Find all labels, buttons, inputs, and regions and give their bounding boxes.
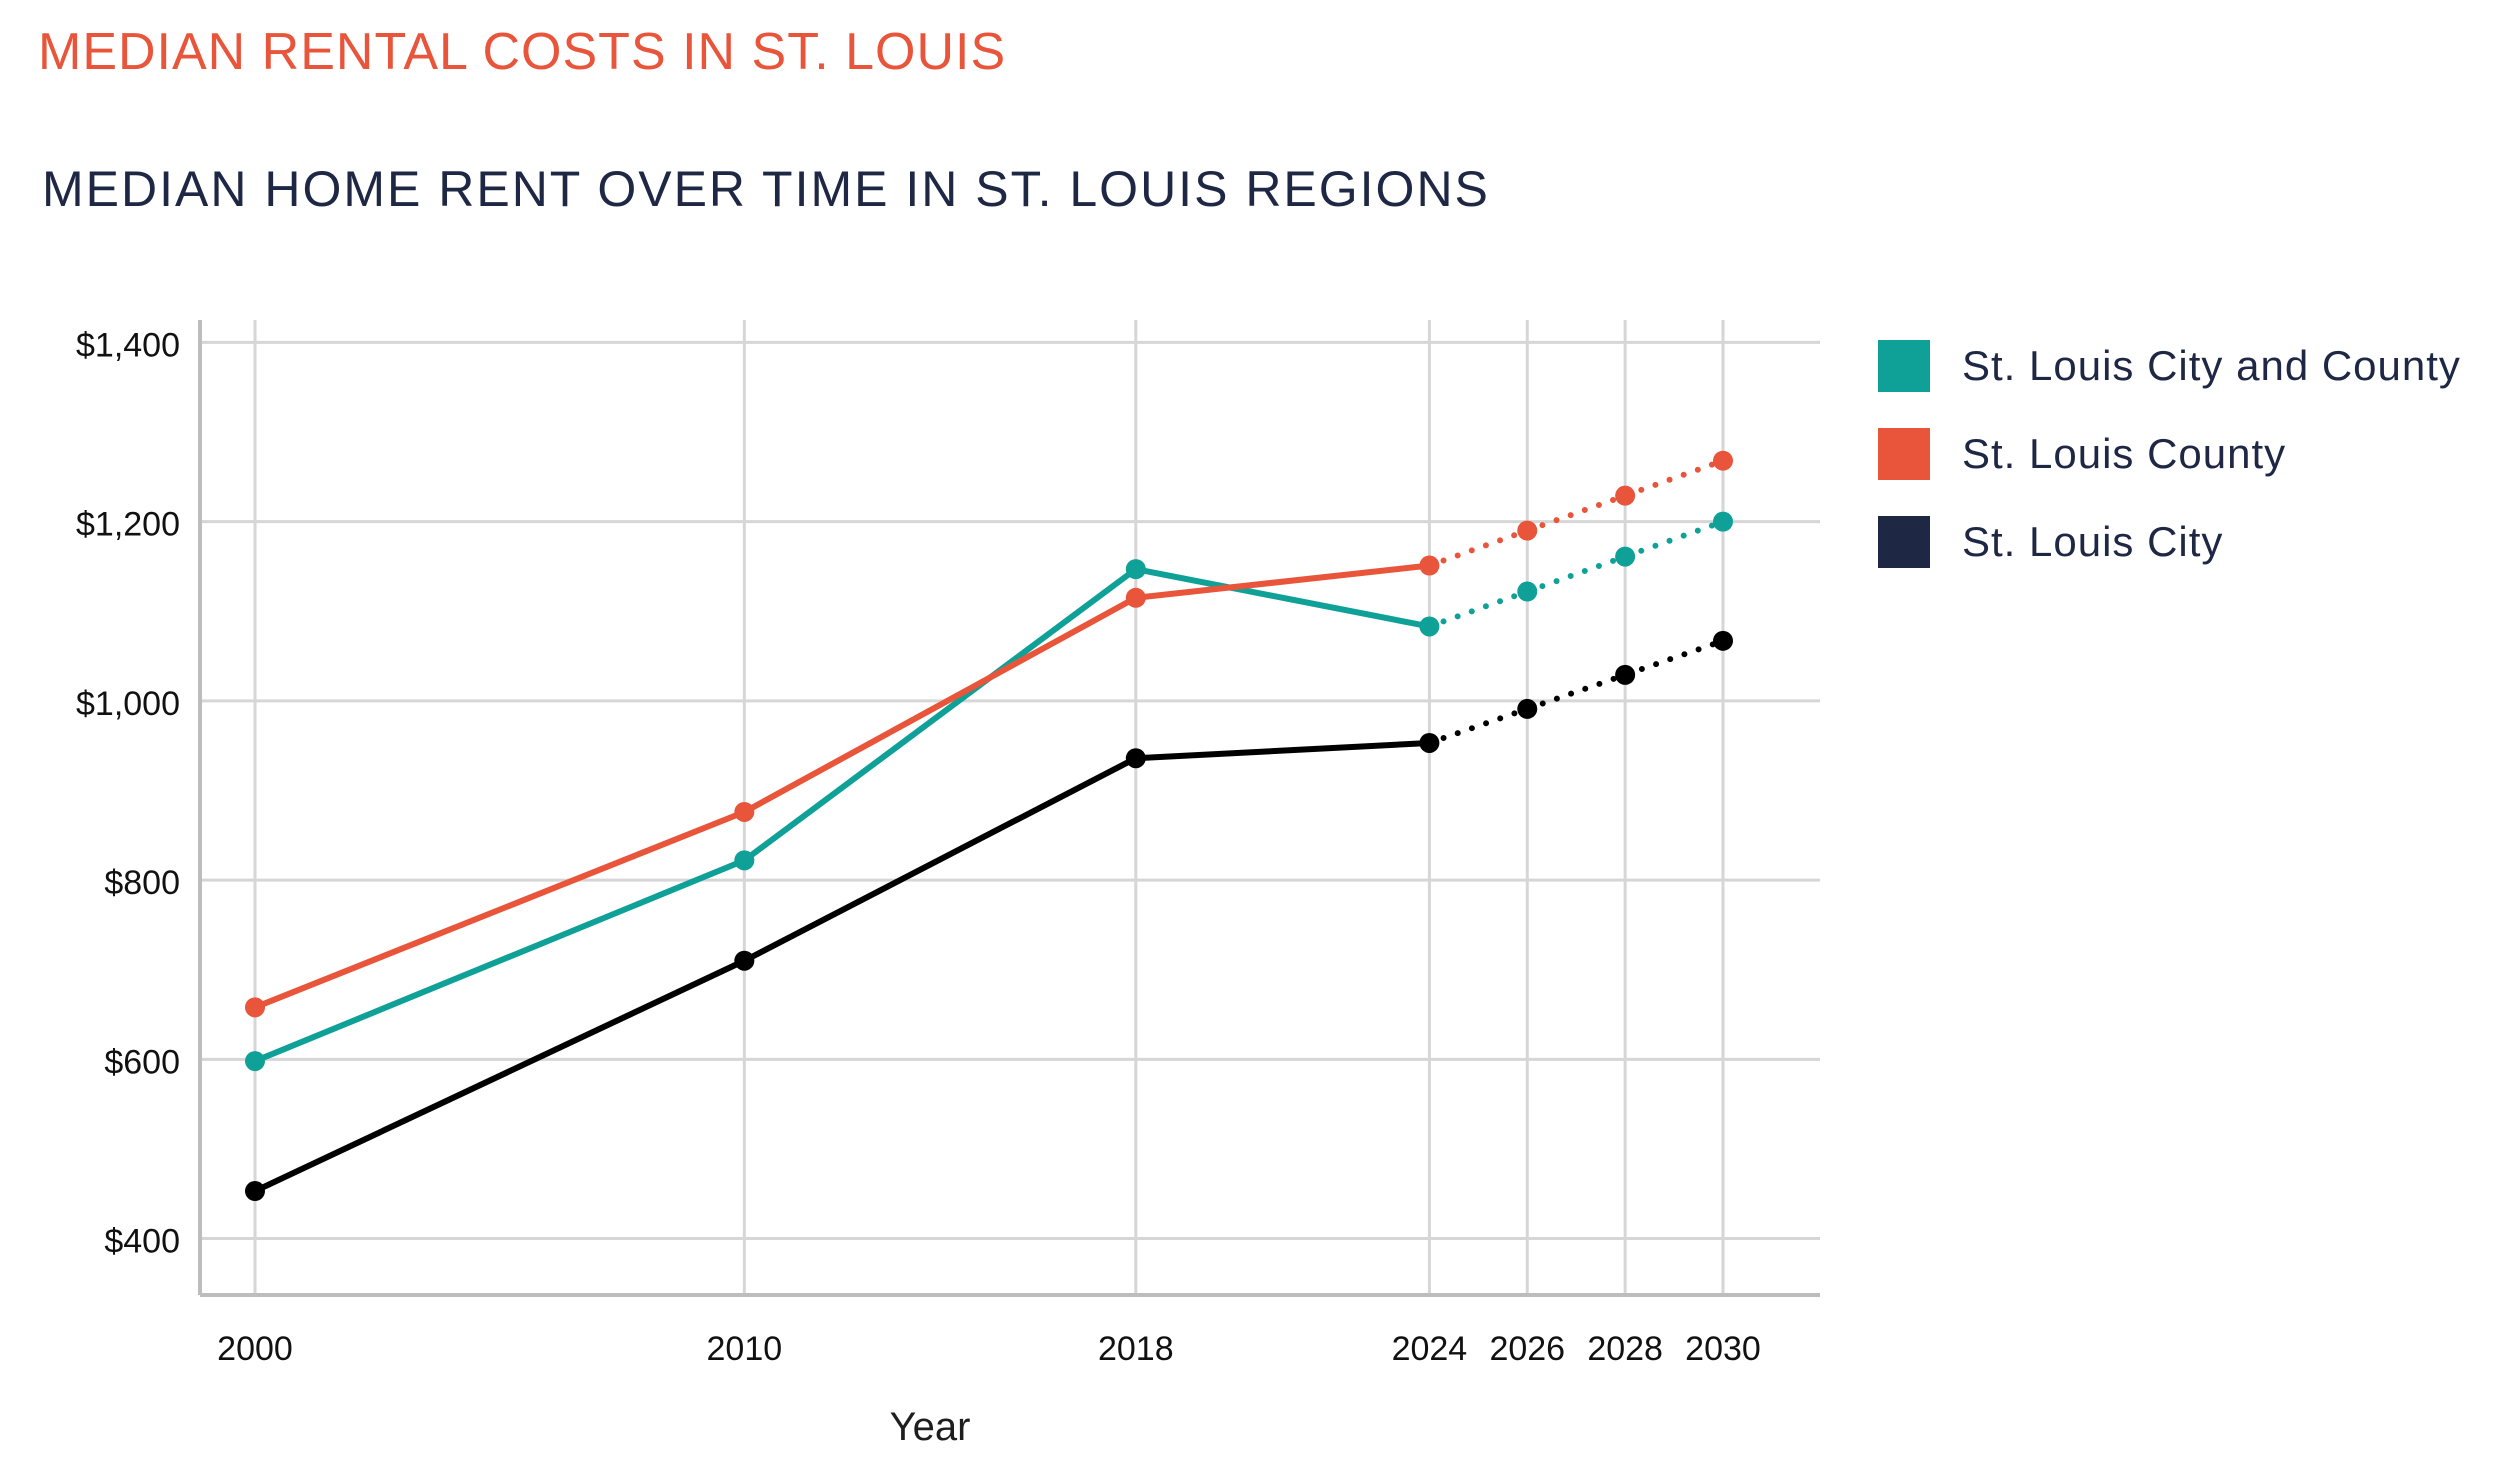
page-eyebrow: MEDIAN RENTAL COSTS IN ST. LOUIS xyxy=(38,23,1007,81)
x-tick-label: 2026 xyxy=(1489,1330,1565,1368)
chart-axes xyxy=(198,320,1820,1297)
chart-title: MEDIAN HOME RENT OVER TIME IN ST. LOUIS … xyxy=(42,161,1490,217)
x-tick-label: 2028 xyxy=(1587,1330,1663,1368)
y-tick-label: $600 xyxy=(104,1043,180,1081)
x-tick-label: 2018 xyxy=(1098,1330,1174,1368)
y-tick-label: $1,400 xyxy=(76,326,180,364)
chart-legend: St. Louis City and County St. Louis Count… xyxy=(1878,340,2461,568)
legend-swatch xyxy=(1878,340,1930,392)
x-tick-label: 2030 xyxy=(1685,1330,1761,1368)
chart-grid xyxy=(200,320,1820,1295)
data-point xyxy=(1517,581,1538,602)
legend-swatch xyxy=(1878,516,1930,568)
data-point xyxy=(1713,630,1733,651)
data-point xyxy=(245,1051,265,1072)
data-point xyxy=(245,997,265,1018)
x-axis-label: Year xyxy=(890,1405,971,1449)
data-point xyxy=(1517,698,1538,719)
data-point xyxy=(1615,485,1636,506)
data-point xyxy=(1713,511,1733,532)
data-point xyxy=(1125,748,1146,769)
data-point xyxy=(245,1181,265,1202)
y-tick-label: $1,000 xyxy=(76,685,180,723)
series-line-projected xyxy=(1426,518,1726,630)
y-tick-label: $800 xyxy=(104,864,180,902)
series-line-projected xyxy=(1426,637,1726,746)
data-point xyxy=(1615,664,1636,685)
data-point xyxy=(734,801,755,822)
x-tick-label: 2024 xyxy=(1392,1330,1468,1368)
data-point xyxy=(1125,587,1146,608)
legend-label: St. Louis County xyxy=(1962,430,2286,477)
series-line-actual xyxy=(252,562,1433,1011)
y-tick-label: $1,200 xyxy=(76,506,180,544)
legend-label: St. Louis City xyxy=(1962,518,2223,565)
chart-tick-labels: $400 $600 $800 $1,000 $1,200 $1,400 2000 2010 20… xyxy=(76,326,1761,1368)
legend-swatch xyxy=(1878,428,1930,480)
data-point xyxy=(1419,732,1440,753)
data-point xyxy=(1125,559,1146,580)
data-point xyxy=(1713,450,1733,471)
series-line-actual xyxy=(252,739,1433,1195)
data-point xyxy=(1517,520,1538,541)
y-tick-label: $400 xyxy=(104,1223,180,1261)
data-point xyxy=(1419,616,1440,637)
data-point xyxy=(734,950,755,971)
series-line-actual xyxy=(252,566,1433,1065)
data-point xyxy=(734,850,755,871)
x-tick-label: 2010 xyxy=(707,1330,783,1368)
x-tick-label: 2000 xyxy=(217,1330,293,1368)
chart-series xyxy=(245,450,1733,1202)
data-point xyxy=(1615,546,1636,567)
series-line-projected xyxy=(1426,457,1726,569)
legend-label: St. Louis City and County xyxy=(1962,342,2461,389)
data-point xyxy=(1419,555,1440,576)
